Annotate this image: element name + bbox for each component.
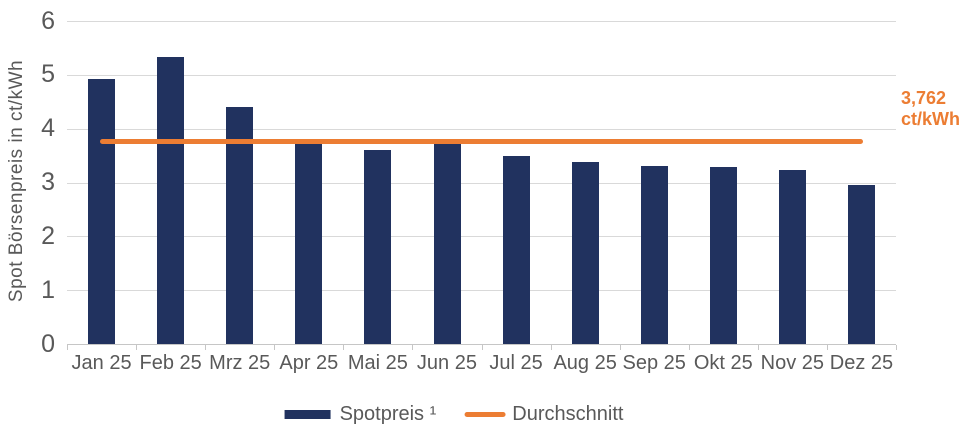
axis-tick-mark [550,345,552,350]
axis-tick-mark [136,345,138,350]
x-tick-label: Jul 25 [489,352,543,374]
bar-jun-25 [433,143,461,344]
axis-tick-mark [896,345,897,350]
bar-sep-25 [640,166,668,344]
x-tick-label: Apr 25 [279,352,339,374]
plot-area [67,21,896,345]
axis-tick-mark [619,345,621,350]
y-tick-label: 5 [41,60,55,89]
x-tick-label: Mai 25 [347,352,408,374]
axis-tick-mark [205,345,207,350]
axis-tick-mark [67,345,68,350]
bar-dez-25 [848,184,875,344]
y-tick-label: 4 [41,114,55,143]
legend-line-swatch [464,412,506,417]
y-tick-label: 3 [41,168,55,196]
bar-feb-25 [157,56,185,344]
axis-tick-mark [274,345,276,350]
bar-nov-25 [778,169,806,344]
legend-label-spotpreis: Spotpreis ¹ [339,403,437,425]
legend-bar-swatch [284,410,331,419]
x-tick-label: Dez 25 [829,352,894,374]
y-tick-label: 0 [41,329,55,358]
gridline [67,182,896,184]
x-tick-label: Jan 25 [71,352,132,374]
x-tick-label: Okt 25 [693,352,753,374]
average-value-label: 3,762 ct/kWh [901,88,961,129]
legend-label-durchschnitt: Durchschnitt [512,403,624,425]
gridline [67,290,896,292]
bar-mai-25 [364,150,392,344]
x-tick-label: Mrz 25 [209,352,271,374]
bar-okt-25 [709,166,737,344]
axis-tick-mark [412,345,414,350]
axis-tick-mark [757,345,759,350]
bar-jan-25 [88,79,115,344]
x-tick-label: Feb 25 [139,352,202,374]
y-tick-label: 1 [41,275,55,304]
y-tick-label: 2 [41,221,55,250]
gridline [67,128,896,130]
gridline [67,236,896,238]
bar-mrz-25 [226,107,254,344]
axis-tick-mark [343,345,345,350]
axis-tick-mark [481,345,483,350]
axis-tick-mark [688,345,690,350]
bar-aug-25 [571,162,599,344]
y-tick-label: 6 [41,6,55,35]
x-tick-label: Sep 25 [622,352,686,374]
legend: Spotpreis ¹ Durchschnitt [284,403,624,425]
gridline [67,21,896,22]
axis-tick-mark [826,345,828,350]
bar-jul-25 [502,155,530,344]
x-tick-label: Nov 25 [760,352,825,374]
gridline [67,74,896,76]
bar-apr-25 [295,143,323,344]
x-tick-label: Aug 25 [553,352,617,374]
x-tick-label: Jun 25 [416,352,477,374]
average-line [100,139,863,144]
